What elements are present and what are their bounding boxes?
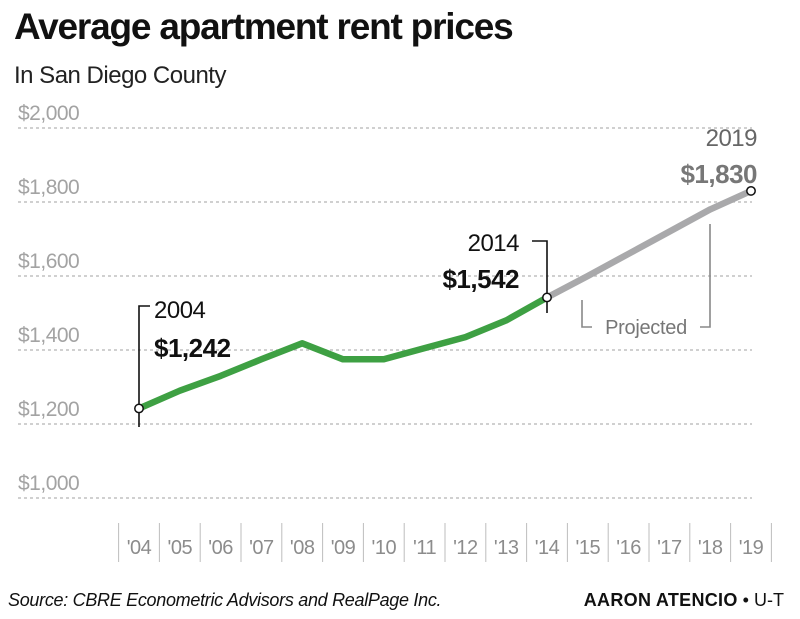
annotations: 2004 $1,242 2014 $1,542 2019 $1,830 Proj…	[138, 125, 758, 427]
projected-bracket-end	[700, 224, 711, 328]
credit-separator: •	[742, 590, 749, 610]
x-tick-label: '19	[739, 537, 764, 559]
footer: Source: CBRE Econometric Advisors and Re…	[8, 590, 792, 611]
x-tick-label: '14	[535, 537, 560, 559]
gridlines	[18, 127, 752, 499]
endpoint-marker	[134, 403, 144, 414]
rent-line-chart: $1,000 $1,200 $1,400 $1,600 $1,800 $2,000 '04…	[18, 102, 772, 562]
projected-bracket	[581, 300, 592, 328]
x-tick-label: '08	[290, 537, 315, 559]
endpoint-marker	[746, 185, 756, 196]
credit: AARON ATENCIO • U-T	[584, 590, 784, 611]
outlet-name: U-T	[754, 590, 784, 610]
y-tick-label: $2,000	[18, 102, 79, 125]
endpoint-marker	[542, 292, 552, 303]
x-tick-label: '06	[208, 537, 233, 559]
x-tick-label: '07	[249, 537, 274, 559]
x-tick-label: '17	[657, 537, 682, 559]
annotation-year-2014: 2014	[468, 230, 520, 257]
x-tick-label: '13	[494, 537, 519, 559]
author-name: AARON ATENCIO	[583, 590, 738, 610]
annotation-value-2004: $1,242	[154, 333, 231, 363]
actual-rent-line	[135, 294, 551, 412]
x-tick-label: '11	[413, 537, 436, 559]
annotation-year-2019: 2019	[706, 125, 758, 152]
y-tick-label: $1,400	[18, 324, 79, 347]
x-tick-label: '05	[168, 537, 193, 559]
x-tick-label: '15	[576, 537, 601, 559]
y-axis-ticks: $1,000 $1,200 $1,400 $1,600 $1,800 $2,000	[18, 102, 80, 495]
series-lines	[135, 187, 755, 412]
y-tick-label: $1,000	[18, 472, 79, 495]
y-tick-label: $1,600	[18, 250, 79, 273]
annotation-leader-2004	[138, 305, 150, 427]
annotation-leader-2014	[532, 240, 548, 313]
chart-title: Average apartment rent prices	[14, 6, 514, 47]
x-tick-label: '04	[127, 537, 152, 559]
endpoint-markers	[134, 185, 756, 414]
x-tick-label: '16	[616, 537, 641, 559]
source-note: Source: CBRE Econometric Advisors and Re…	[8, 590, 442, 610]
x-tick-label: '18	[698, 537, 723, 559]
y-tick-label: $1,200	[18, 398, 79, 421]
annotation-value-2019: $1,830	[680, 159, 757, 189]
x-tick-label: '10	[372, 537, 397, 559]
projected-rent-line	[543, 187, 755, 301]
projected-label: Projected	[605, 317, 687, 339]
y-tick-label: $1,800	[18, 176, 79, 199]
annotation-value-2014: $1,542	[442, 264, 519, 294]
x-tick-label: '09	[331, 537, 356, 559]
x-axis-ticks: '04 '05 '06 '07 '08 '09 '10 '11 '12 '13 '14 '15 '16 '…	[118, 523, 772, 562]
x-tick-label: '12	[453, 537, 478, 559]
chart-subtitle: In San Diego County	[14, 62, 226, 89]
annotation-year-2004: 2004	[154, 297, 206, 324]
